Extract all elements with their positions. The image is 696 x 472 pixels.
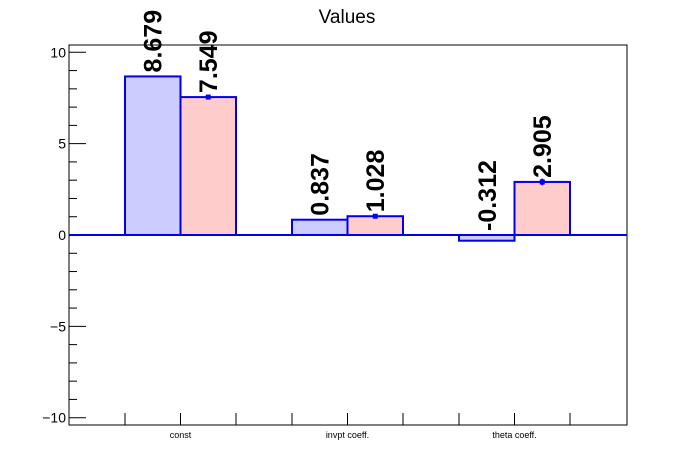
y-tick-label: −5 <box>50 318 66 334</box>
bar <box>513 180 571 237</box>
error-bar-marker <box>205 94 211 100</box>
error-bar-marker <box>539 179 545 185</box>
x-category-label: invpt coeff. <box>326 430 369 440</box>
bar <box>346 215 404 237</box>
y-tick-label: 0 <box>58 227 66 243</box>
plot-area: −10 −5 0 5 10 const invpt coeff. theta coeff. 8.… <box>42 10 628 440</box>
data-label: 2.905 <box>529 115 557 178</box>
y-tick-label: 10 <box>50 44 66 60</box>
chart-title: Values <box>319 7 376 28</box>
y-tick-label: 5 <box>58 136 66 152</box>
data-label: 8.679 <box>140 10 168 73</box>
bar <box>179 96 237 237</box>
error-bar-marker <box>372 213 378 219</box>
x-category-label: theta coeff. <box>492 430 536 440</box>
bar <box>124 75 182 236</box>
data-label: -0.312 <box>474 160 502 231</box>
data-label: 1.028 <box>362 150 390 213</box>
x-category-label: const <box>170 430 192 440</box>
y-tick-label: −10 <box>42 410 66 426</box>
bar <box>291 218 349 236</box>
data-label: 7.549 <box>195 31 223 94</box>
data-label: 0.837 <box>307 153 335 216</box>
